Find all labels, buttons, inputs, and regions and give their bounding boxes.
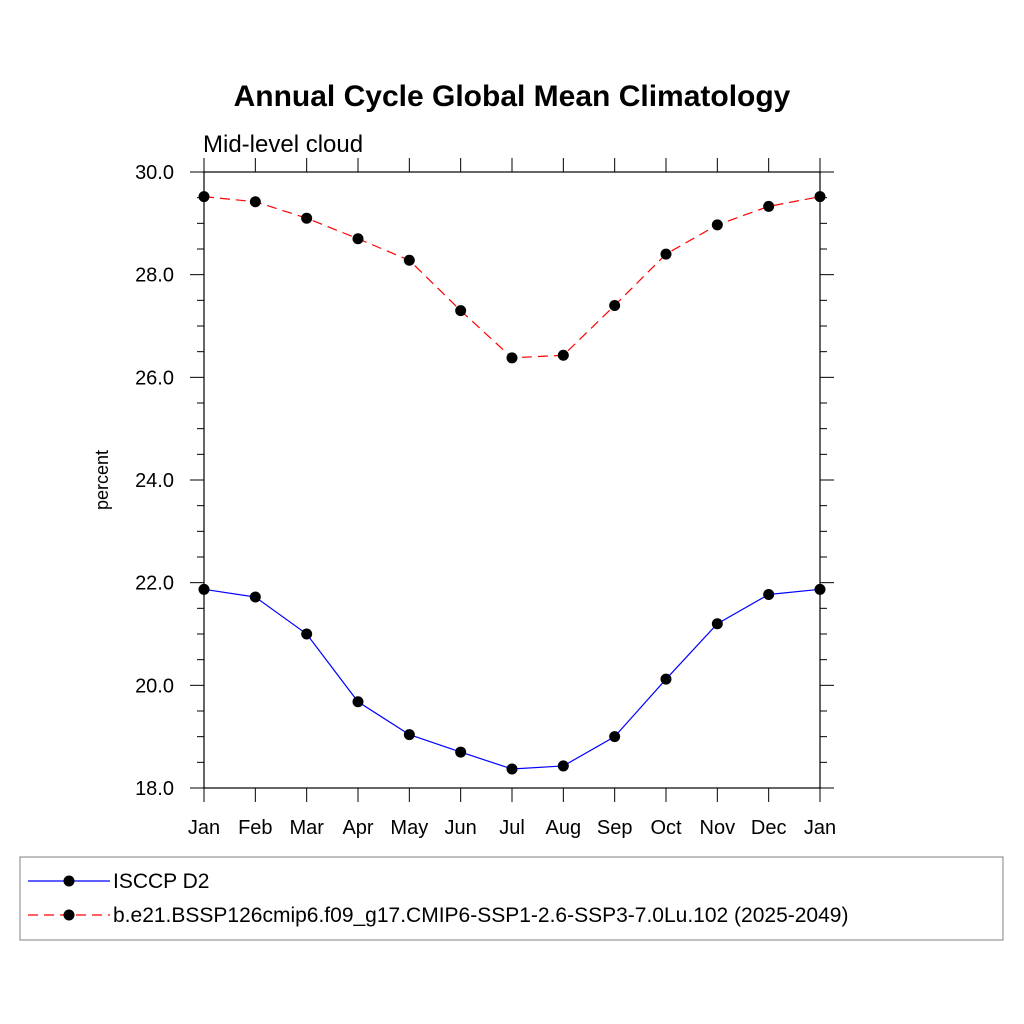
data-point-series-1: [301, 628, 313, 640]
data-point-series-2: [660, 248, 672, 260]
legend-marker-1: [63, 875, 75, 887]
legend-box: [19, 856, 1004, 941]
y-tick-label: 20.0: [135, 675, 174, 697]
x-tick-label: Jan: [804, 817, 836, 839]
chart-title: Annual Cycle Global Mean Climatology: [234, 80, 791, 113]
plot-frame: [203, 171, 821, 789]
y-tick-label: 30.0: [135, 162, 174, 184]
series-line-2: [203, 196, 821, 359]
x-tick-label: May: [390, 817, 428, 839]
data-point-series-2: [763, 200, 775, 212]
data-point-series-1: [609, 731, 621, 743]
x-tick-label: Oct: [650, 817, 682, 839]
legend-label-2: b.e21.BSSP126cmip6.f09_g17.CMIP6-SSP1-2.…: [113, 904, 848, 927]
data-point-series-2: [301, 212, 313, 224]
data-point-series-2: [557, 349, 569, 361]
legend: ISCCP D2 b.e21.BSSP126cmip6.f09_g17.CMIP6…: [28, 870, 848, 927]
data-point-series-2: [814, 191, 826, 203]
data-point-series-2: [352, 233, 364, 245]
x-tick-label: Jul: [499, 817, 525, 839]
data-point-series-2: [506, 352, 518, 364]
data-point-series-1: [660, 673, 672, 685]
x-tick-label: Jun: [445, 817, 477, 839]
chart-subtitle: Mid-level cloud: [203, 131, 363, 158]
data-point-series-2: [609, 299, 621, 311]
x-tick-label: Mar: [289, 817, 324, 839]
x-tick-label: Sep: [597, 817, 633, 839]
x-axis: Jan Feb Mar Apr May Jun Jul Aug Sep Oct Nov Dec Jan: [188, 158, 836, 839]
data-point-series-2: [711, 219, 723, 231]
data-point-series-1: [403, 729, 415, 741]
x-tick-label: Nov: [700, 817, 736, 839]
y-tick-label: 18.0: [135, 778, 174, 800]
y-axis-label: percent: [92, 450, 112, 510]
data-point-series-1: [763, 588, 775, 600]
series-layer: [198, 191, 826, 775]
data-point-series-2: [198, 191, 210, 203]
data-point-series-1: [557, 760, 569, 772]
x-tick-label: Feb: [238, 817, 272, 839]
x-tick-label: Apr: [342, 817, 373, 839]
data-point-series-1: [352, 696, 364, 708]
data-point-series-2: [455, 305, 467, 317]
data-point-series-1: [198, 583, 210, 595]
y-tick-label: 28.0: [135, 265, 174, 287]
legend-marker-2: [63, 909, 75, 921]
x-tick-label: Dec: [751, 817, 787, 839]
data-point-series-1: [814, 583, 826, 595]
data-point-series-1: [506, 763, 518, 775]
data-point-series-1: [249, 591, 261, 603]
y-tick-label: 26.0: [135, 367, 174, 389]
y-tick-label: 24.0: [135, 470, 174, 492]
data-point-series-1: [455, 746, 467, 758]
x-tick-label: Aug: [546, 817, 582, 839]
x-tick-label: Jan: [188, 817, 220, 839]
data-point-series-2: [403, 254, 415, 266]
y-tick-label: 22.0: [135, 573, 174, 595]
data-point-series-1: [711, 618, 723, 630]
series-line-1: [203, 588, 821, 770]
y-axis: 18.0 20.0 22.0 24.0 26.0 28.0 30.0: [135, 162, 834, 800]
legend-label-1: ISCCP D2: [113, 870, 209, 893]
data-point-series-2: [249, 196, 261, 208]
